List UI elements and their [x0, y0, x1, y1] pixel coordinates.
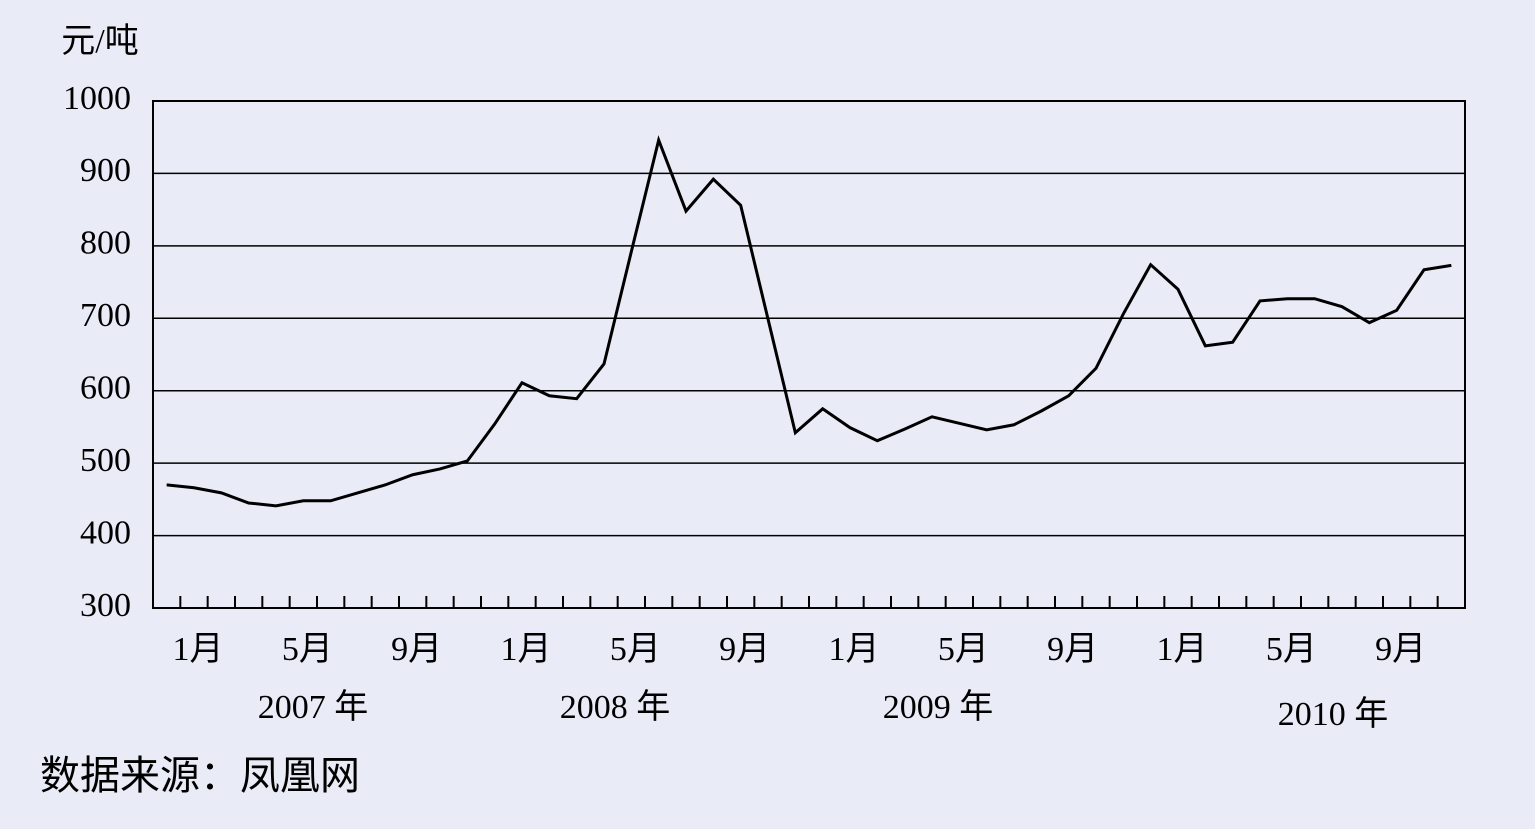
x-tick-label: 1月 [173, 631, 224, 668]
y-tick-label: 500 [80, 442, 131, 479]
year-label: 2010 年 [1278, 695, 1389, 733]
x-tick-label: 9月 [719, 631, 770, 668]
y-tick-label: 800 [80, 225, 131, 262]
year-label: 2007 年 [258, 688, 369, 726]
x-tick-label: 1月 [1157, 631, 1208, 668]
x-tick-label: 5月 [1266, 631, 1317, 668]
y-tick-label: 900 [80, 152, 131, 189]
x-tick-label: 1月 [829, 631, 880, 668]
year-label: 2009 年 [883, 688, 994, 726]
x-tick-label: 9月 [1375, 631, 1426, 668]
data-line [166, 135, 1452, 508]
x-tick-label: 1月 [501, 631, 552, 668]
y-tick-label: 600 [80, 370, 131, 407]
x-tick-label: 5月 [938, 631, 989, 668]
x-tick-label: 5月 [610, 631, 661, 668]
y-tick-label: 700 [80, 297, 131, 334]
source-note: 数据来源：凤凰网 [40, 753, 360, 798]
y-tick-label: 400 [80, 514, 131, 551]
x-tick-label: 5月 [282, 631, 333, 668]
plot-frame [152, 100, 1466, 609]
year-label: 2008 年 [560, 688, 671, 726]
y-tick-label: 300 [80, 587, 131, 624]
x-tick-label: 9月 [391, 631, 442, 668]
x-tick-label: 9月 [1047, 631, 1098, 668]
y-axis-label: 元/吨 [61, 22, 138, 60]
y-tick-label: 1000 [63, 80, 131, 117]
